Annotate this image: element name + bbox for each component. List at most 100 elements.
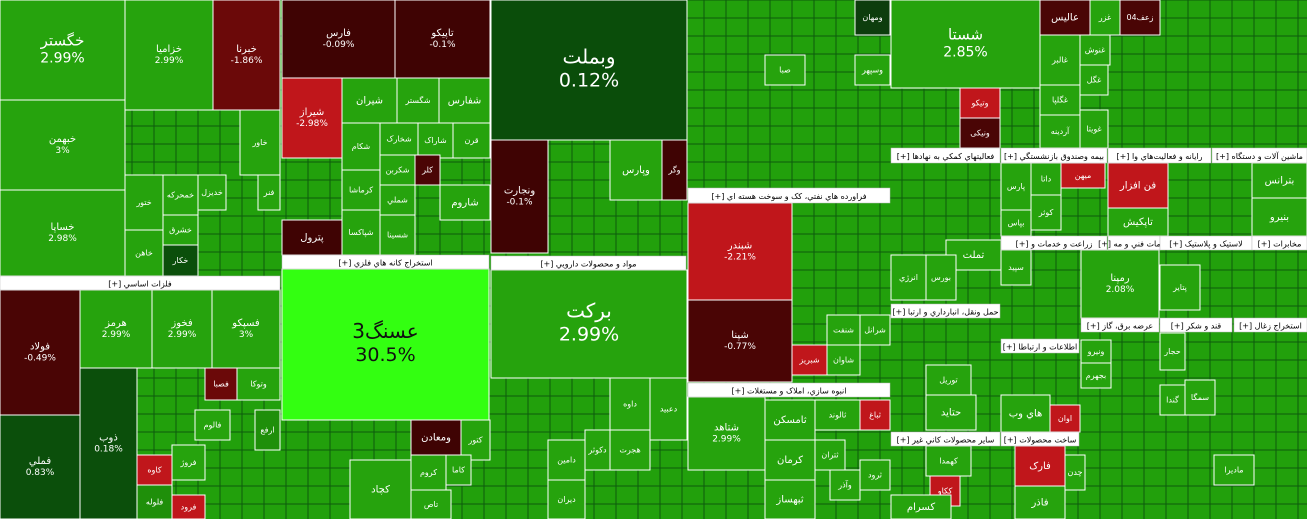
tile-box: [0, 414, 81, 519]
tile-change: 3%: [239, 330, 254, 340]
tile-name: وسپهر: [861, 66, 883, 75]
tile-box: [396, 77, 440, 124]
tile-box: [414, 154, 441, 186]
tile-box: [211, 289, 281, 369]
tile-box: [417, 122, 454, 159]
tile-name: هجرت: [619, 446, 640, 455]
tile: کرمان: [764, 439, 816, 481]
tile: غگلپا: [1039, 84, 1081, 116]
sector-header: [490, 255, 687, 271]
tile-box: [649, 377, 688, 441]
tile: شکام: [341, 122, 381, 171]
tile-box: [829, 469, 861, 501]
sector-label: استخراج کانه هاي فلزي [+]: [338, 259, 432, 268]
tile: فروژ: [171, 444, 206, 481]
tile-box: [1080, 339, 1112, 364]
sector-label: انبوه سازي، املاک و مستغلات [+]: [732, 387, 847, 396]
tile-name: غنوش: [1085, 46, 1106, 55]
tile-name: ذوب: [99, 433, 118, 444]
sector-header: [890, 303, 1001, 319]
tile: شاراک: [417, 122, 454, 159]
tile-change: 2.98%: [48, 234, 77, 244]
tile-name: برکت: [566, 299, 612, 323]
tile-box: [890, 0, 1041, 89]
tile: ثباغ: [859, 399, 891, 431]
tile-box: [1014, 485, 1066, 519]
tile-change: -2.98%: [296, 119, 328, 129]
tile-name: پارس: [1007, 182, 1025, 191]
tile: فنر: [257, 174, 281, 211]
tile-name: ومعادن: [421, 433, 451, 444]
tile-box: [379, 214, 416, 256]
tile-name: آردينه: [1051, 126, 1070, 136]
tile-box: [1000, 209, 1032, 237]
tile: دعبيد: [649, 377, 688, 441]
tile-box: [1000, 394, 1051, 433]
tile-box: [1119, 0, 1161, 36]
tile: اوان: [1049, 404, 1081, 433]
tile: شکربن: [379, 154, 416, 186]
tile-box: [124, 0, 214, 111]
tile: ثتران: [814, 439, 846, 471]
sector-label: مخابرات [+]: [1258, 240, 1302, 249]
sector-label: حمل ونقل، انبارداري و ارتبا [+]: [892, 308, 998, 317]
tile-box: [136, 454, 173, 486]
tile-name: هاي وب: [1009, 409, 1043, 420]
sector-header: [1251, 235, 1307, 251]
tile-name: خديزل: [201, 188, 223, 197]
tile-name: حجار: [1163, 347, 1180, 356]
tile-box: [687, 396, 766, 471]
tile-name: دکوثر: [587, 446, 607, 455]
tile-name: فملي: [29, 456, 51, 467]
tile-box: [124, 174, 164, 231]
tile-box: [1159, 384, 1186, 416]
tile-name: دعبيد: [660, 405, 678, 414]
sector-header: [0, 275, 281, 291]
tile: شبريز: [791, 344, 828, 376]
tile: شخارک: [379, 122, 419, 156]
tile: شرانل: [859, 314, 891, 346]
tile-name: صبا: [779, 66, 791, 75]
tile-box: [814, 439, 846, 471]
tile: خاهن: [124, 229, 164, 277]
tile-name: بترانس: [1265, 176, 1295, 187]
tile: کهمدا: [925, 445, 972, 477]
tile-box: [151, 289, 213, 369]
tile: شيران: [341, 77, 398, 124]
tile-box: [171, 494, 206, 519]
tile: فارک: [1014, 445, 1066, 487]
tile-name: فرود: [181, 503, 197, 512]
tile-box: [1039, 0, 1091, 36]
tile: شاروم: [439, 184, 491, 221]
tile-name: بپاس: [1008, 219, 1025, 228]
tile: قرن: [452, 122, 491, 159]
sector-header: [1000, 147, 1108, 164]
tile-name: ونيکی: [970, 129, 990, 138]
tile-change: -0.1%: [506, 198, 533, 208]
tile-box: [925, 394, 977, 431]
tile-box: [439, 184, 491, 221]
tile-box: [1079, 34, 1111, 66]
tile-name: تاص: [424, 500, 438, 509]
tile-name: پتاير: [1172, 283, 1187, 292]
tile-box: [609, 377, 651, 431]
tile-name: غالبر: [1051, 56, 1068, 65]
sector-label: ساخت محصولات [+]: [1004, 436, 1077, 445]
tile: داتا: [1030, 162, 1062, 196]
tile: فرود: [171, 494, 206, 519]
tile-change: 2.99%: [712, 435, 741, 445]
tile-name: ثالوند: [829, 411, 847, 420]
tile: انرژي: [890, 254, 927, 301]
tile-change: -0.09%: [323, 40, 355, 50]
tile-box: [584, 429, 611, 471]
sector-label: لاستيک و پلاستيک [+]: [1169, 240, 1242, 249]
tile-name: شکام: [352, 142, 371, 151]
tile: ونيکی: [959, 117, 1001, 149]
tile-name: تاپکيش: [1123, 217, 1153, 228]
tile-box: [341, 122, 381, 171]
